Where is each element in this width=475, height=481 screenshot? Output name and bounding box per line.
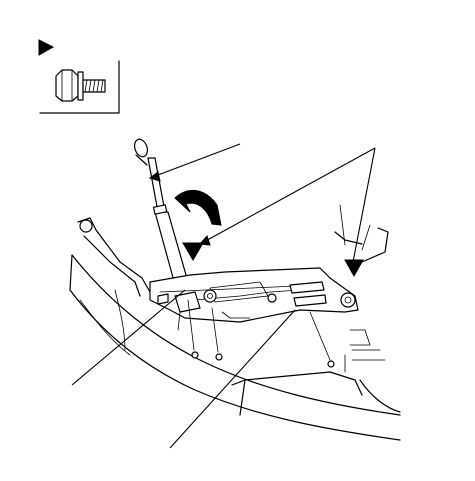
linkages <box>177 299 335 368</box>
latch-bracket <box>334 204 389 263</box>
arrowhead-icon <box>148 171 161 182</box>
hinge-arm <box>77 217 151 297</box>
vehicle-body <box>69 254 401 441</box>
rotation-arrow-icon <box>174 189 222 226</box>
down-pointing-triangle-icon <box>182 242 204 261</box>
leader-lines <box>71 143 376 449</box>
release-lever <box>133 138 189 286</box>
legend-frame <box>39 60 120 114</box>
flange-bolt-icon <box>55 69 106 102</box>
down-pointing-triangle-icon-right <box>344 259 364 278</box>
latch-plate <box>149 267 359 323</box>
legend <box>38 39 120 114</box>
right-pointing-triangle-icon <box>38 39 55 56</box>
